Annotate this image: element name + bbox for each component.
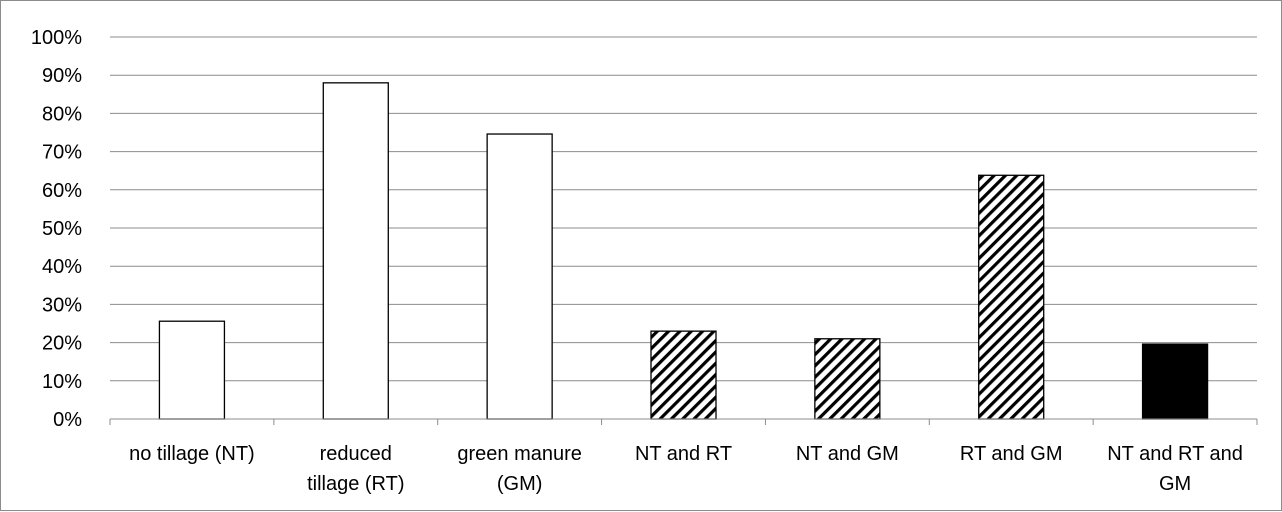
x-axis (109, 418, 1258, 425)
y-tick-label: 50% (42, 218, 82, 240)
y-tick-label: 60% (42, 180, 82, 202)
bar (814, 338, 881, 420)
y-tick-label: 40% (42, 256, 82, 278)
bar (978, 174, 1045, 420)
x-category-label: NT and RT (635, 443, 732, 465)
bar (158, 320, 226, 420)
y-tick-label: 70% (42, 142, 82, 164)
x-axis-labels: no tillage (NT) reduced tillage (RT) green … (129, 443, 1243, 495)
y-tick-label: 100% (31, 27, 82, 49)
bar (486, 133, 553, 420)
bar (650, 330, 717, 420)
x-category-label: RT and GM (960, 443, 1063, 465)
x-category-label: NT and RT and (1107, 443, 1243, 465)
x-category-label: reduced (320, 443, 392, 465)
bar (322, 82, 389, 420)
y-tick-label: 10% (42, 371, 82, 393)
x-category-label: GM (1159, 473, 1191, 495)
bars (158, 82, 1209, 420)
y-tick-label: 80% (42, 103, 82, 125)
x-category-label: no tillage (NT) (129, 443, 255, 465)
x-category-label: tillage (RT) (307, 473, 404, 495)
y-tick-label: 20% (42, 333, 82, 355)
y-tick-label: 30% (42, 294, 82, 316)
y-axis-ticks: 0% 10% 20% 30% 40% 50% 60% 70% 80% 90% 100% (31, 27, 82, 431)
gridlines (110, 36, 1257, 382)
x-category-label: NT and GM (796, 443, 899, 465)
y-tick-label: 90% (42, 65, 82, 87)
bar (1141, 343, 1209, 420)
x-category-label: (GM) (497, 473, 543, 495)
y-tick-label: 0% (53, 409, 82, 431)
x-category-label: green manure (457, 443, 582, 465)
